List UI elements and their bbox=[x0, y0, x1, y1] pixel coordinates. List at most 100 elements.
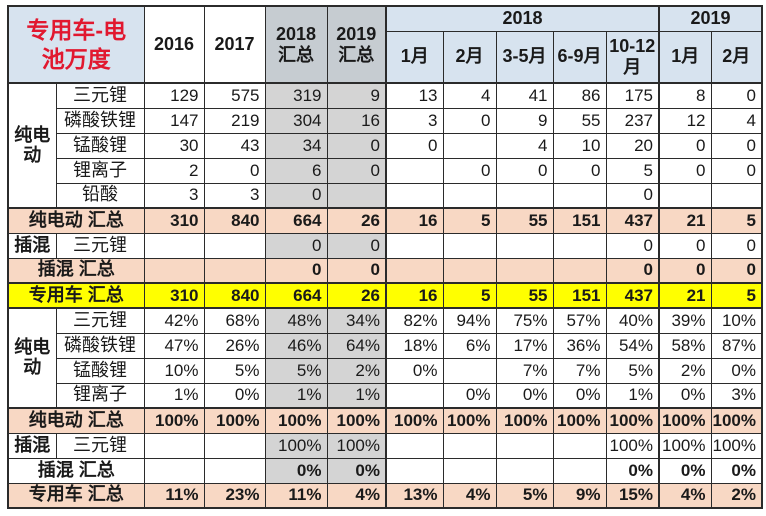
row-label: 锰酸锂 bbox=[55, 357, 145, 384]
cell-2016: 1% bbox=[143, 382, 205, 409]
row-label: 三元锂 bbox=[55, 432, 145, 459]
cell-2017 bbox=[203, 457, 266, 484]
cell-2019-jan: 58% bbox=[658, 332, 712, 359]
table-row: 锂离子 1% 0% 1% 1% 0% 0% 0% 1% 0% 3% bbox=[8, 382, 763, 409]
cell-2018-feb bbox=[442, 232, 497, 259]
cell-2016 bbox=[143, 432, 205, 459]
cell-2017: 26% bbox=[203, 332, 266, 359]
table-title: 专用车-电池万度 bbox=[7, 5, 145, 84]
row-total-label: 专用车 汇总 bbox=[7, 282, 145, 309]
cell-2018-total: 0 bbox=[264, 257, 328, 284]
col-header-2018-month-4: 6-9月 bbox=[552, 30, 607, 84]
cell-2018-total: 100% bbox=[264, 407, 328, 434]
cell-2018-oct-dec: 237 bbox=[605, 107, 660, 134]
cell-2018-oct-dec: 437 bbox=[605, 282, 660, 309]
cell-2017: 0% bbox=[203, 382, 266, 409]
cell-2018-feb bbox=[442, 182, 497, 209]
cell-2016: 2 bbox=[143, 157, 205, 184]
col-header-2019-total: 2019 汇总 bbox=[326, 5, 387, 84]
col-header-2016: 2016 bbox=[143, 5, 205, 84]
cell-2018-jun-sep bbox=[552, 182, 607, 209]
cell-2016 bbox=[143, 457, 205, 484]
cell-2019-feb: 0 bbox=[710, 232, 763, 259]
cell-2019-total: 16 bbox=[326, 107, 387, 134]
cell-2019-jan: 100% bbox=[658, 432, 712, 459]
header-row-months: 1月 2月 3-5月 6-9月 10-12月 1月 2月 bbox=[8, 30, 763, 84]
cell-2018-jan bbox=[385, 432, 444, 459]
cell-2018-jan bbox=[385, 157, 444, 184]
cell-2018-total: 11% bbox=[264, 482, 328, 509]
cell-2019-feb bbox=[710, 182, 763, 209]
cell-2018-jan: 82% bbox=[385, 307, 444, 334]
row-group-label: 插混 bbox=[7, 432, 57, 459]
cell-2019-total: 64% bbox=[326, 332, 387, 359]
cell-2018-feb: 4 bbox=[442, 82, 497, 109]
cell-2018-mar-may: 75% bbox=[495, 307, 554, 334]
cell-2019-jan: 100% bbox=[658, 407, 712, 434]
cell-2019-total: 2% bbox=[326, 357, 387, 384]
cell-2018-total: 100% bbox=[264, 432, 328, 459]
col-header-2018-month-3: 3-5月 bbox=[495, 30, 554, 84]
col-header-2019-month-2: 2月 bbox=[710, 30, 763, 84]
cell-2018-oct-dec: 1% bbox=[605, 382, 660, 409]
cell-2018-jan: 18% bbox=[385, 332, 444, 359]
cell-2019-jan: 0% bbox=[658, 457, 712, 484]
cell-2018-total: 664 bbox=[264, 282, 328, 309]
cell-2019-total: 0 bbox=[326, 157, 387, 184]
cell-2018-oct-dec: 54% bbox=[605, 332, 660, 359]
cell-2019-jan: 0 bbox=[658, 257, 712, 284]
cell-2017: 3 bbox=[203, 182, 266, 209]
cell-2018-mar-may bbox=[495, 432, 554, 459]
cell-2019-total: 100% bbox=[326, 407, 387, 434]
row-label: 磷酸铁锂 bbox=[55, 107, 145, 134]
col-header-2017: 2017 bbox=[203, 5, 266, 84]
cell-2018-feb bbox=[442, 132, 497, 159]
cell-2018-jun-sep: 151 bbox=[552, 282, 607, 309]
cell-2019-feb: 0% bbox=[710, 457, 763, 484]
cell-2018-total: 46% bbox=[264, 332, 328, 359]
cell-2019-jan: 8 bbox=[658, 82, 712, 109]
cell-2018-oct-dec: 100% bbox=[605, 407, 660, 434]
cell-2018-jun-sep bbox=[552, 432, 607, 459]
cell-2018-mar-may: 9 bbox=[495, 107, 554, 134]
cell-2018-mar-may: 4 bbox=[495, 132, 554, 159]
group-header-2018: 2018 bbox=[385, 5, 660, 32]
cell-2019-jan: 2% bbox=[658, 357, 712, 384]
cell-2018-jan: 16 bbox=[385, 207, 444, 234]
row-total-label: 专用车 汇总 bbox=[7, 482, 145, 509]
cell-2019-total: 34% bbox=[326, 307, 387, 334]
cell-2018-jun-sep: 100% bbox=[552, 407, 607, 434]
cell-2019-feb: 100% bbox=[710, 432, 763, 459]
cell-2018-mar-may bbox=[495, 457, 554, 484]
table-body: 纯电动 三元锂 129 575 319 9 13 4 41 86 175 8 0 磷酸铁锂 147 219 30… bbox=[7, 82, 763, 509]
cell-2019-jan: 21 bbox=[658, 207, 712, 234]
cell-2018-oct-dec: 175 bbox=[605, 82, 660, 109]
cell-2019-total: 4% bbox=[326, 482, 387, 509]
cell-2017: 23% bbox=[203, 482, 266, 509]
cell-2018-total: 0 bbox=[264, 232, 328, 259]
cell-2016: 42% bbox=[143, 307, 205, 334]
cell-2016: 10% bbox=[143, 357, 205, 384]
row-label: 三元锂 bbox=[55, 82, 145, 109]
cell-2018-oct-dec: 20 bbox=[605, 132, 660, 159]
cell-2016: 100% bbox=[143, 407, 205, 434]
cell-2018-total: 0 bbox=[264, 182, 328, 209]
table-row: 插混 汇总 0 0 0 0 0 bbox=[7, 257, 763, 284]
cell-2016: 310 bbox=[143, 207, 205, 234]
row-total-label: 插混 汇总 bbox=[7, 257, 145, 284]
cell-2017: 219 bbox=[203, 107, 266, 134]
row-label: 三元锂 bbox=[55, 232, 145, 259]
row-group-label: 纯电动 bbox=[7, 82, 57, 209]
cell-2018-oct-dec: 0 bbox=[605, 257, 660, 284]
cell-2019-jan: 39% bbox=[658, 307, 712, 334]
table-row: 插混 汇总 0% 0% 0% 0% 0% bbox=[7, 457, 763, 484]
cell-2018-jan: 13 bbox=[385, 82, 444, 109]
row-total-label: 纯电动 汇总 bbox=[7, 407, 145, 434]
row-label: 铅酸 bbox=[55, 182, 145, 209]
cell-2018-jun-sep: 7% bbox=[552, 357, 607, 384]
cell-2019-jan bbox=[658, 182, 712, 209]
battery-data-table: 专用车-电池万度 2016 2017 2018 汇总 2019 汇总 2018 2019 1月… bbox=[7, 5, 763, 509]
cell-2019-feb: 2% bbox=[710, 482, 763, 509]
cell-2018-oct-dec: 5% bbox=[605, 357, 660, 384]
cell-2019-feb: 10% bbox=[710, 307, 763, 334]
